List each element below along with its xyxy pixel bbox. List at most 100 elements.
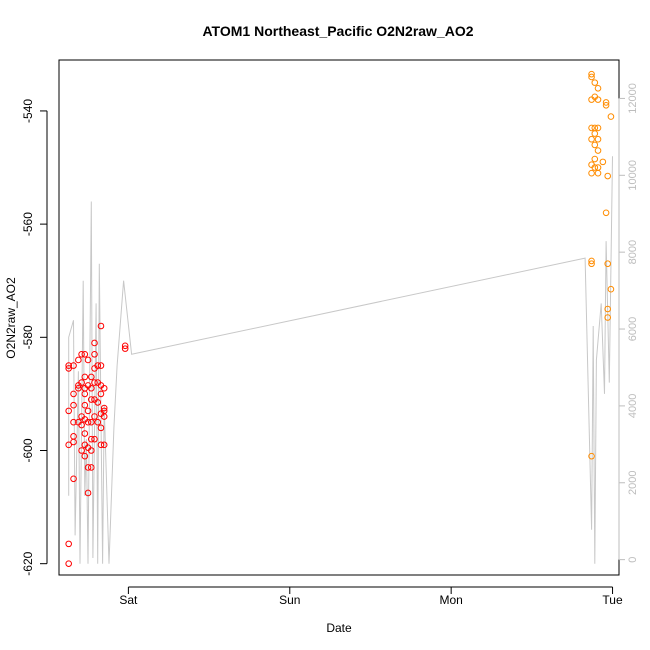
data-point-series-1	[94, 399, 102, 406]
data-point-series-2	[594, 96, 602, 103]
data-point-series-1	[70, 475, 77, 483]
x-tick-label: Sat	[119, 593, 138, 607]
data-point-series-1	[70, 438, 77, 446]
data-point-series-1	[100, 404, 108, 412]
data-point-series-1	[65, 441, 72, 449]
y-tick-label: -540	[21, 99, 35, 123]
data-point-series-1	[70, 401, 77, 409]
data-point-series-1	[87, 384, 95, 392]
x-tick-label: Mon	[439, 593, 462, 607]
data-point-series-2	[594, 169, 602, 177]
data-point-series-1	[81, 350, 89, 358]
data-point-series-1	[78, 379, 85, 386]
data-point-series-1	[97, 441, 105, 449]
data-point-series-1	[87, 447, 95, 454]
data-point-series-1	[91, 413, 98, 420]
y2-tick-label: 4000	[627, 394, 639, 418]
data-point-series-1	[87, 418, 95, 426]
x-axis-label: Date	[326, 621, 352, 635]
data-point-series-1	[84, 418, 92, 426]
x-tick-label: Sun	[279, 593, 300, 607]
data-point-series-1	[65, 540, 72, 548]
data-point-series-2	[591, 130, 599, 137]
data-point-series-1	[84, 464, 92, 471]
data-point-series-1	[70, 362, 77, 369]
data-point-series-2	[607, 113, 615, 120]
data-line	[68, 156, 613, 564]
data-point-series-1	[78, 421, 85, 429]
y2-tick-label: 12000	[627, 83, 639, 114]
data-point-series-1	[65, 362, 72, 369]
data-point-series-2	[591, 164, 599, 171]
data-point-series-1	[97, 424, 105, 432]
data-point-series-2	[591, 155, 599, 163]
data-point-series-1	[91, 350, 98, 358]
data-point-series-1	[87, 464, 95, 471]
data-point-series-1	[78, 350, 85, 358]
y2-tick-label: 8000	[627, 240, 639, 264]
data-point-series-1	[94, 418, 102, 426]
x-axis: Sat Sun Mon Tue	[119, 586, 623, 607]
data-point-series-1	[91, 435, 98, 443]
data-point-series-1	[70, 390, 77, 398]
data-point-series-1	[87, 396, 95, 403]
data-point-series-2	[594, 164, 602, 171]
y2-tick-label: 2000	[627, 471, 639, 495]
data-point-series-1	[100, 441, 108, 449]
data-point-series-1	[81, 373, 89, 381]
data-point-series-2	[588, 452, 595, 460]
data-point-series-2	[607, 285, 615, 293]
data-point-series-2	[588, 257, 595, 265]
data-point-series-1	[81, 390, 89, 398]
data-point-series-1	[81, 452, 89, 460]
y-tick-label: -600	[21, 438, 35, 462]
y-axis: -620 -600 -580 -560 -540	[21, 99, 48, 576]
chart-title: ATOM1 Northeast_Pacific O2N2raw_AO2	[202, 23, 473, 39]
y2-tick-label: 6000	[627, 317, 639, 341]
data-point-series-1	[94, 362, 102, 369]
data-point-series-1	[100, 407, 108, 415]
data-point-series-1	[70, 433, 77, 440]
data-point-series-2	[594, 147, 602, 154]
data-point-series-2	[591, 141, 599, 149]
y2-tick-label: 10000	[627, 160, 639, 191]
data-point-series-1	[75, 356, 82, 364]
data-point-series-2	[604, 172, 612, 180]
data-point-series-2	[591, 124, 599, 132]
data-point-series-2	[588, 70, 595, 78]
y-tick-label: -580	[21, 325, 35, 349]
data-point-series-1	[100, 384, 108, 392]
data-point-series-1	[84, 489, 92, 497]
x-tick-label: Tue	[602, 593, 623, 607]
data-point-series-2	[602, 209, 610, 217]
data-point-series-2	[599, 158, 607, 166]
data-point-series-1	[70, 418, 77, 426]
data-point-series-1	[97, 390, 105, 398]
y-tick-label: -560	[21, 212, 35, 236]
data-point-series-2	[604, 314, 612, 321]
data-point-series-2	[602, 99, 610, 106]
data-point-series-1	[65, 560, 72, 567]
data-point-series-1	[81, 430, 89, 437]
data-point-series-2	[594, 135, 602, 143]
data-point-series-2	[594, 124, 602, 132]
data-point-series-1	[78, 447, 85, 454]
data-point-series-1	[84, 356, 92, 364]
y-tick-label: -620	[21, 551, 35, 575]
y2-axis: 0 2000 4000 6000 8000 10000 12000	[618, 83, 639, 563]
data-point-series-1	[81, 401, 89, 409]
data-point-series-2	[588, 169, 595, 177]
data-point-series-1	[87, 373, 95, 381]
data-point-series-1	[91, 339, 98, 347]
data-point-series-2	[602, 101, 610, 109]
plot-frame	[58, 59, 620, 576]
y2-tick-label: 0	[627, 557, 639, 563]
data-point-series-1	[121, 345, 129, 352]
data-point-series-1	[65, 365, 72, 372]
data-point-series-2	[588, 260, 595, 268]
data-point-series-2	[594, 84, 602, 92]
data-point-series-2	[604, 305, 612, 313]
point-series	[65, 70, 615, 567]
data-point-series-2	[591, 79, 599, 86]
